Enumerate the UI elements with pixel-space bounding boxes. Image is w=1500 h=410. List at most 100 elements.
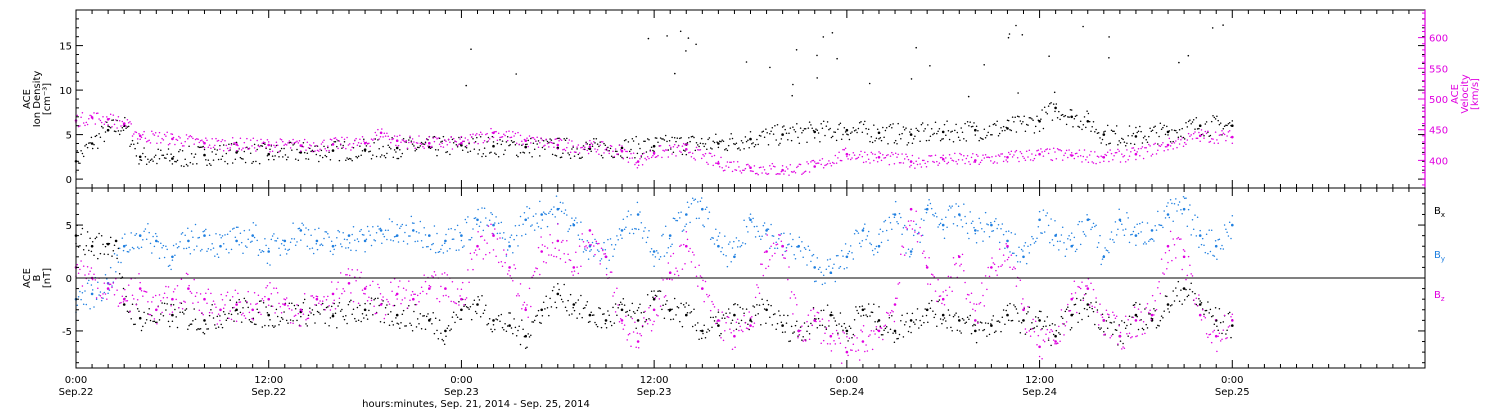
ion-density-series-dot bbox=[207, 159, 210, 161]
velocity-axis-title-line: [km/s] bbox=[1470, 78, 1481, 110]
b-z-series-dot bbox=[618, 321, 621, 323]
ion-density-series-dot bbox=[1067, 116, 1069, 118]
velocity-series-dot bbox=[1177, 138, 1180, 140]
b-x-series-dot bbox=[1148, 313, 1150, 315]
b-z-series-point bbox=[1086, 287, 1090, 290]
b-z-series-dot bbox=[154, 294, 157, 297]
b-x-series-dot bbox=[933, 316, 935, 319]
b-z-series-dot bbox=[401, 299, 404, 301]
b-x-series-dot bbox=[446, 327, 449, 330]
velocity-series-dot bbox=[998, 155, 1001, 157]
ion-density-series-dot bbox=[544, 148, 546, 150]
ion-density-series-dot bbox=[915, 127, 917, 130]
b-x-series-dot bbox=[1131, 316, 1133, 318]
b-z-series-point bbox=[1038, 345, 1041, 349]
velocity-series-dot bbox=[139, 138, 141, 141]
b-y-series-dot bbox=[844, 243, 847, 245]
b-x-series-dot bbox=[684, 306, 686, 308]
velocity-series-dot bbox=[76, 114, 79, 117]
ion-density-series-dot bbox=[951, 130, 953, 133]
b-y-series-dot bbox=[948, 205, 951, 207]
b-z-series-dot bbox=[405, 289, 407, 291]
b-x-series-dot bbox=[134, 323, 136, 325]
b-z-series-dot bbox=[338, 297, 341, 300]
b-x-series-dot bbox=[682, 304, 685, 306]
ion-density-series-dot bbox=[1122, 138, 1124, 141]
b-z-series-dot bbox=[332, 302, 334, 304]
ion-density-series-dot bbox=[833, 131, 835, 133]
ion-density-series-dot bbox=[844, 131, 847, 133]
b-z-series-dot bbox=[311, 295, 314, 297]
b-z-series-dot bbox=[992, 262, 995, 264]
velocity-series-dot bbox=[1115, 151, 1118, 154]
velocity-series-dot bbox=[774, 165, 776, 168]
b-y-series-dot bbox=[910, 253, 912, 255]
velocity-series-point bbox=[556, 143, 560, 147]
b-y-series-dot bbox=[219, 233, 221, 236]
b-x-series-dot bbox=[303, 298, 306, 301]
b-y-series-dot bbox=[1090, 228, 1092, 231]
b-z-series-dot bbox=[247, 290, 249, 293]
b-z-series-dot bbox=[278, 302, 280, 305]
velocity-series-dot bbox=[478, 133, 481, 136]
b-z-series-dot bbox=[690, 261, 693, 263]
velocity-series-dot bbox=[373, 138, 375, 140]
b-y-series-dot bbox=[508, 241, 510, 243]
b-x-series-dot bbox=[307, 314, 310, 317]
ion-density-series-dot bbox=[321, 156, 324, 159]
b-y-series-dot bbox=[775, 241, 777, 243]
b-z-series-dot bbox=[539, 273, 541, 276]
ion-density-series-dot bbox=[201, 146, 203, 148]
b-z-series-dot bbox=[461, 281, 464, 284]
b-y-series-dot bbox=[324, 231, 326, 233]
b-x-series-dot bbox=[509, 312, 511, 314]
b-z-series-dot bbox=[915, 210, 917, 213]
b-z-series-dot bbox=[724, 330, 726, 332]
b-y-series-dot bbox=[807, 245, 810, 247]
b-y-series-dot bbox=[341, 245, 343, 248]
b-x-series-dot bbox=[1049, 324, 1051, 327]
b-x-series-dot bbox=[756, 304, 758, 306]
b-z-series-dot bbox=[798, 334, 801, 336]
velocity-series-dot bbox=[686, 143, 689, 146]
b-z-series-dot bbox=[361, 289, 364, 291]
ion-density-series-dot bbox=[183, 165, 185, 168]
velocity-series-dot bbox=[1091, 161, 1093, 163]
ion-density-series-dot bbox=[1063, 115, 1065, 118]
velocity-series-dot bbox=[434, 136, 437, 139]
b-x-series-dot bbox=[152, 320, 154, 323]
b-x-series-dot bbox=[793, 331, 795, 333]
b-y-series-dot bbox=[1137, 232, 1140, 235]
ion-density-outlier bbox=[515, 73, 517, 75]
b-y-series-dot bbox=[1216, 258, 1218, 260]
velocity-series-dot bbox=[240, 149, 243, 151]
b-z-series-dot bbox=[368, 296, 370, 299]
b-x-series-dot bbox=[240, 321, 243, 323]
b-z-series-dot bbox=[91, 278, 94, 281]
b-x-series-dot bbox=[677, 307, 680, 309]
b-x-series-point bbox=[1134, 313, 1138, 317]
velocity-series-dot bbox=[1154, 142, 1156, 145]
velocity-series-dot bbox=[973, 161, 975, 163]
ion-density-series-dot bbox=[834, 131, 837, 133]
velocity-series-dot bbox=[497, 132, 500, 135]
velocity-series-dot bbox=[1054, 151, 1056, 153]
b-z-series-dot bbox=[993, 263, 996, 265]
velocity-series-dot bbox=[903, 158, 906, 160]
b-y-series-dot bbox=[1218, 238, 1221, 241]
b-x-series-dot bbox=[515, 335, 518, 337]
ion-density-series-dot bbox=[602, 157, 604, 159]
b-y-series-dot bbox=[459, 231, 461, 234]
b-x-series-dot bbox=[778, 310, 780, 312]
ion-density-series-dot bbox=[1082, 124, 1085, 126]
b-x-series-point bbox=[444, 329, 447, 333]
ion-density-series-dot bbox=[672, 151, 675, 154]
b-y-series-dot bbox=[947, 209, 950, 211]
b-z-series-dot bbox=[459, 295, 461, 297]
velocity-series-point bbox=[1134, 152, 1138, 156]
b-x-series-dot bbox=[837, 332, 839, 334]
b-z-series-dot bbox=[408, 280, 410, 282]
b-x-series-dot bbox=[276, 315, 279, 318]
b-x-series-dot bbox=[294, 308, 297, 310]
b-y-series-point bbox=[941, 223, 945, 227]
